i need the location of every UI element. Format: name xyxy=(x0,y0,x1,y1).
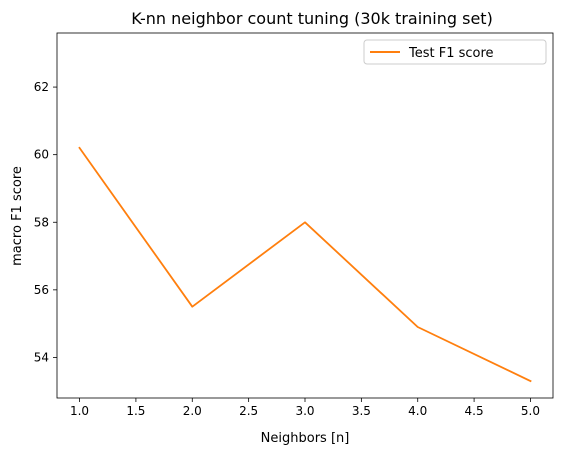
legend: Test F1 score xyxy=(363,39,547,65)
x-tick-label: 3.5 xyxy=(352,404,371,418)
y-tick-label: 62 xyxy=(34,80,49,94)
chart-title: K-nn neighbor count tuning (30k training… xyxy=(131,9,493,28)
y-tick-label: 56 xyxy=(34,283,49,297)
plot-frame xyxy=(56,32,554,399)
x-tick-label: 3.0 xyxy=(295,404,314,418)
x-axis-ticks: 1.0 1.5 2.0 2.5 3.0 3.5 4.0 4.5 5.0 xyxy=(70,398,540,418)
y-tick-label: 58 xyxy=(34,215,49,229)
x-tick-label: 2.0 xyxy=(183,404,202,418)
series-layer xyxy=(78,146,532,383)
legend-box xyxy=(363,39,547,65)
x-tick-label: 4.5 xyxy=(465,404,484,418)
x-tick-label: 4.0 xyxy=(408,404,427,418)
x-tick-label: 1.0 xyxy=(70,404,89,418)
y-axis-label: macro F1 score xyxy=(10,166,25,266)
series-line xyxy=(78,146,532,383)
y-tick-label: 54 xyxy=(34,350,49,364)
y-axis-ticks: 54 56 58 60 62 xyxy=(34,80,57,364)
x-tick-label: 2.5 xyxy=(239,404,258,418)
x-tick-label: 5.0 xyxy=(521,404,540,418)
x-tick-label: 1.5 xyxy=(126,404,145,418)
x-axis-label: Neighbors [n] xyxy=(261,431,350,446)
y-tick-label: 60 xyxy=(34,148,49,162)
legend-label: Test F1 score xyxy=(408,46,494,61)
